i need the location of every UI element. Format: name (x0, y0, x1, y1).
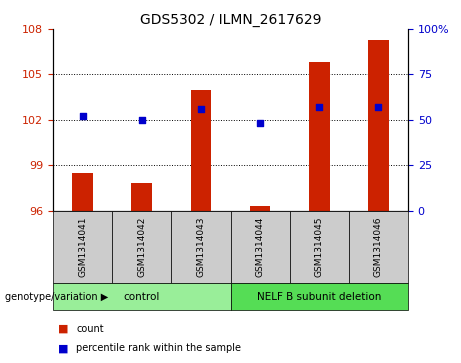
Point (197, 106, 205, 112)
Text: GSM1314044: GSM1314044 (255, 217, 265, 277)
Text: GSM1314045: GSM1314045 (315, 217, 324, 277)
Point (315, 104, 323, 110)
Bar (368, 40, 389, 211)
Bar (112, 211, 171, 283)
Point (79, 113, 86, 119)
Title: GDS5302 / ILMN_2617629: GDS5302 / ILMN_2617629 (140, 13, 321, 26)
Bar (131, 183, 152, 211)
Text: genotype/variation ▶: genotype/variation ▶ (5, 292, 108, 302)
Bar (171, 211, 230, 283)
Text: GSM1314043: GSM1314043 (196, 217, 206, 277)
Text: GSM1314046: GSM1314046 (374, 217, 383, 277)
Text: ■: ■ (58, 323, 68, 334)
Point (256, 121, 264, 126)
Bar (53, 211, 112, 283)
Bar (250, 206, 271, 211)
Point (138, 117, 145, 123)
Text: percentile rank within the sample: percentile rank within the sample (76, 343, 241, 354)
Bar (72, 173, 93, 211)
Text: control: control (124, 292, 160, 302)
Text: GSM1314042: GSM1314042 (137, 217, 146, 277)
Bar (190, 90, 211, 211)
Text: count: count (76, 323, 104, 334)
Bar (230, 283, 408, 310)
Bar (290, 211, 349, 283)
Bar (230, 211, 290, 283)
Bar (309, 62, 330, 211)
Bar (53, 283, 230, 310)
Text: ■: ■ (58, 343, 68, 354)
Bar (349, 211, 408, 283)
Point (375, 104, 382, 110)
Text: GSM1314041: GSM1314041 (78, 217, 87, 277)
Text: NELF B subunit deletion: NELF B subunit deletion (257, 292, 381, 302)
